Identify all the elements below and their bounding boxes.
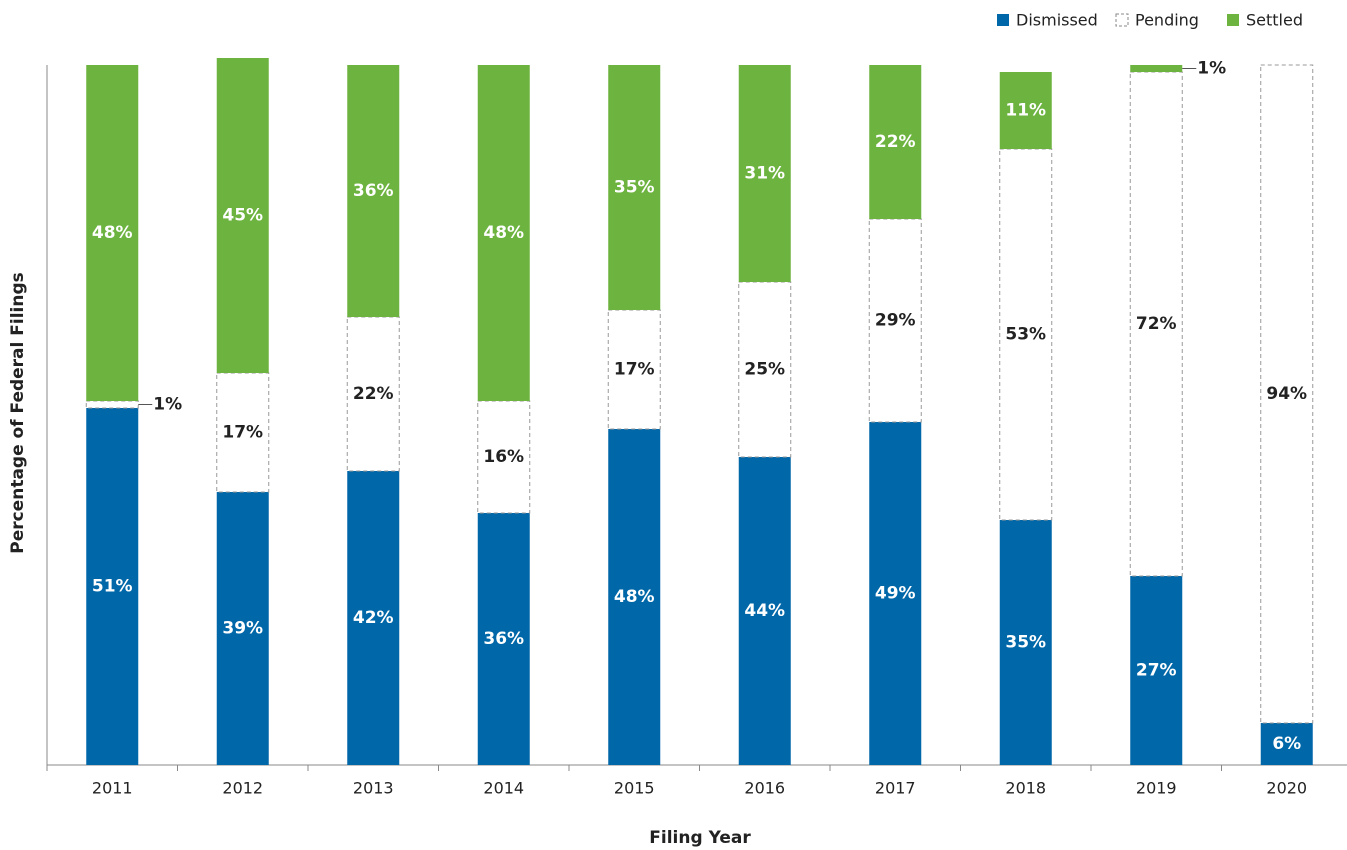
data-label: 25% [744,360,785,380]
x-tick-label: 2017 [875,779,916,798]
data-label: 27% [1136,661,1177,681]
bar-segment [1130,65,1183,72]
x-tick-label: 2013 [353,779,394,798]
data-label: 45% [222,206,263,226]
legend-swatch [1227,14,1239,26]
data-label: 42% [353,608,394,628]
legend-label: Dismissed [1016,11,1098,30]
data-label: 48% [614,587,655,607]
bar-segment [1260,723,1313,765]
data-label: 22% [353,384,394,404]
bar-segment [869,65,922,219]
bar-segment [738,281,792,458]
bar-segment [869,422,922,765]
data-label: 17% [614,360,655,380]
data-label: 22% [875,132,916,152]
bar-segment [738,457,791,765]
bar-segment [1260,64,1314,724]
data-label: 53% [1005,325,1046,345]
bar-segment [86,65,139,401]
x-tick-label: 2012 [222,779,263,798]
data-label: 72% [1136,314,1177,334]
data-label: 31% [744,164,785,184]
data-label: 36% [483,629,524,649]
legend-swatch [1115,13,1129,27]
x-tick-label: 2016 [744,779,785,798]
data-label: 48% [92,223,133,243]
data-label: 51% [92,577,133,597]
data-label: 6% [1272,734,1301,754]
bar-segment [85,400,139,409]
bar-segment [216,492,269,765]
bar-segment [999,520,1052,765]
data-label: 36% [353,181,394,201]
bar-segment [1129,71,1183,577]
bar-segment [477,513,530,765]
data-label: 35% [614,178,655,198]
x-tick-label: 2019 [1136,779,1177,798]
bar-segment [86,408,139,765]
bar-segment [738,65,791,282]
x-tick-label: 2020 [1266,779,1307,798]
bar-segment [608,65,661,310]
bar-segment [608,429,661,765]
bar-segment [477,400,531,514]
bar-segment [1130,576,1183,765]
y-axis-label: Percentage of Federal Filings [8,272,28,554]
data-label: 44% [744,601,785,621]
x-tick-label: 2015 [614,779,655,798]
bar-segment [868,218,922,423]
data-label: 39% [222,619,263,639]
data-label: 11% [1005,101,1046,121]
data-label: 49% [875,584,916,604]
data-label: 94% [1266,384,1307,404]
legend-swatch [997,14,1009,26]
data-label: 1% [1197,59,1226,79]
x-axis-label: Filing Year [649,828,751,848]
bar-segment [216,372,270,493]
x-tick-label: 2018 [1005,779,1046,798]
data-label: 29% [875,311,916,331]
data-label: 16% [483,447,524,467]
bar-segment [216,58,269,373]
bar-segment [346,316,400,472]
bar-segment [999,72,1052,149]
data-label: 1% [153,395,182,415]
bar-segment [999,148,1053,521]
legend-label: Pending [1135,11,1199,30]
data-label: 48% [483,223,524,243]
x-tick-label: 2011 [92,779,133,798]
data-label: 17% [222,423,263,443]
bar-segment [607,309,661,430]
bar-segment [347,65,400,317]
x-tick-label: 2014 [483,779,524,798]
bar-segment [347,471,400,765]
bar-segment [477,65,530,401]
data-label: 35% [1005,633,1046,653]
legend-label: Settled [1246,11,1303,30]
